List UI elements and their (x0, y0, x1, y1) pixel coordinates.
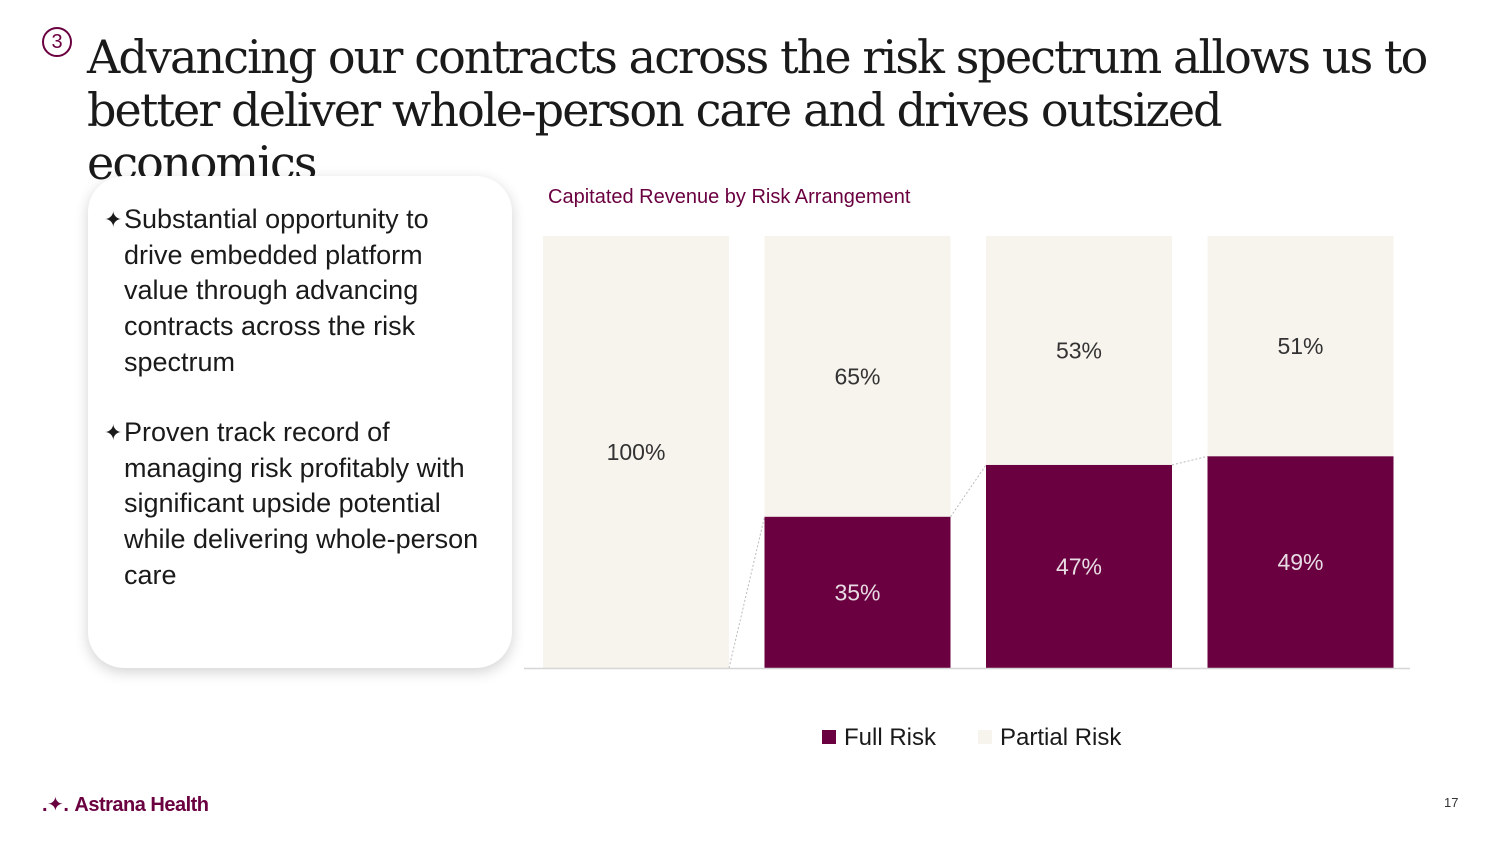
slide-title: Advancing our contracts across the risk … (87, 30, 1428, 190)
data-label-full-risk: 47% (1056, 553, 1102, 579)
data-label-partial-risk: 100% (607, 439, 666, 465)
bar-segment-partial-risk (986, 236, 1172, 465)
logo-text: Astrana Health (74, 794, 209, 816)
data-label-partial-risk: 65% (834, 363, 880, 389)
data-label-full-risk: 35% (834, 579, 880, 605)
bullet-text: Proven track record of managing risk pro… (124, 417, 479, 590)
bar-segment-partial-risk (764, 236, 951, 517)
company-logo: .✦. Astrana Health (42, 792, 209, 817)
bar-segment-full-risk (1207, 456, 1394, 668)
bullet-text: Substantial opportunity to drive embedde… (124, 204, 429, 377)
data-label-partial-risk: 51% (1277, 333, 1323, 359)
bullet-point-1: ✦ Substantial opportunity to drive embed… (104, 202, 484, 381)
bar-segment-full-risk (986, 464, 1172, 668)
key-points-card (88, 176, 512, 668)
bullet-point-2: ✦ Proven track record of managing risk p… (104, 415, 484, 594)
chart-title: Capitated Revenue by Risk Arrangement (548, 186, 911, 208)
sparkle-bullet-icon: ✦ (104, 420, 123, 445)
bar-segment-partial-risk (543, 236, 729, 668)
page-number: 17 (1444, 795, 1459, 810)
bar-segment-partial-risk (1207, 236, 1394, 457)
data-label-partial-risk: 53% (1056, 337, 1102, 363)
legend-item-full-risk: Full Risk (822, 724, 936, 752)
bar-segment-full-risk (764, 516, 951, 668)
legend-swatch-partial-risk (978, 730, 992, 744)
data-label-full-risk: 49% (1277, 549, 1323, 575)
sparkle-dots-icon: .✦. (42, 794, 69, 816)
legend-label: Partial Risk (1000, 724, 1122, 751)
stacked-bar-chart: 100%202165%35%202253%47%202351%49%Jan 20… (524, 236, 1410, 670)
legend-label: Full Risk (844, 724, 937, 751)
step-number-badge: 3 (42, 27, 72, 57)
legend-item-partial-risk: Partial Risk (978, 724, 1121, 752)
connector-line (1171, 455, 1208, 466)
connector-line (950, 464, 987, 518)
legend-swatch-full-risk (822, 730, 836, 744)
sparkle-bullet-icon: ✦ (104, 207, 123, 232)
connector-line (728, 516, 765, 669)
